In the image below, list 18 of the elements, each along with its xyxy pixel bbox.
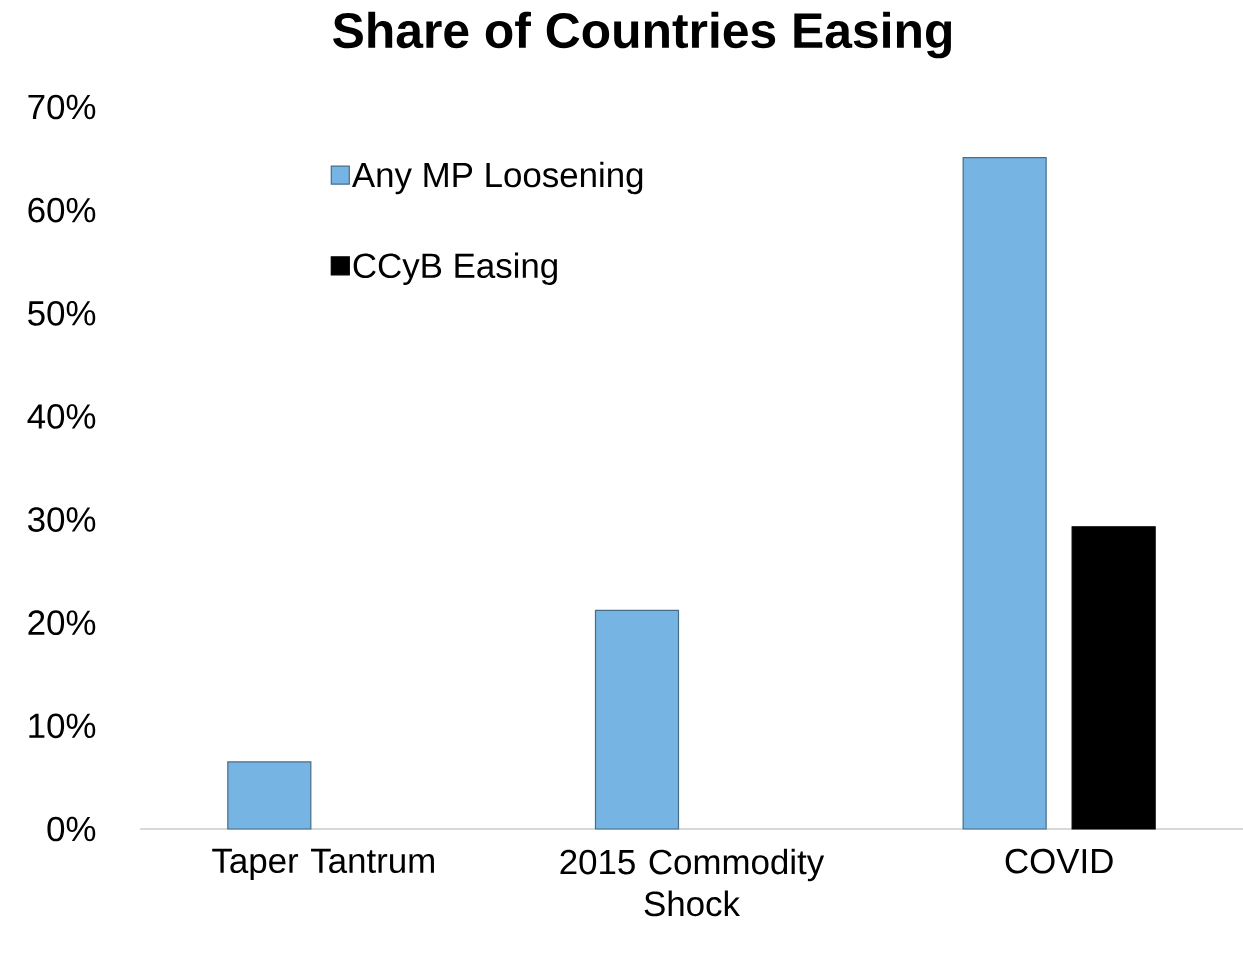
y-tick-label: 50% bbox=[28, 300, 96, 326]
bar bbox=[962, 156, 1047, 830]
y-tick-label: 0% bbox=[47, 816, 96, 842]
legend-label: CCyB Easing bbox=[353, 252, 557, 285]
y-tick-label: 30% bbox=[28, 507, 96, 532]
x-tick-label: 2015 Commodity Shock bbox=[560, 848, 825, 917]
y-tick-label: 70% bbox=[28, 94, 96, 120]
chart-title: Share of Countries Easing bbox=[333, 11, 952, 59]
bar bbox=[594, 609, 680, 830]
y-tick-label: 60% bbox=[28, 197, 96, 223]
bar bbox=[227, 761, 312, 830]
x-tick-label: Taper Tantrum bbox=[212, 848, 434, 880]
legend-label: Any MP Loosening bbox=[351, 161, 643, 195]
x-tick-label: COVID bbox=[1005, 848, 1113, 874]
y-tick-label: 40% bbox=[27, 404, 96, 429]
y-tick-label: 10% bbox=[29, 713, 96, 739]
bar bbox=[1071, 526, 1156, 830]
y-tick-label: 20% bbox=[28, 610, 96, 636]
